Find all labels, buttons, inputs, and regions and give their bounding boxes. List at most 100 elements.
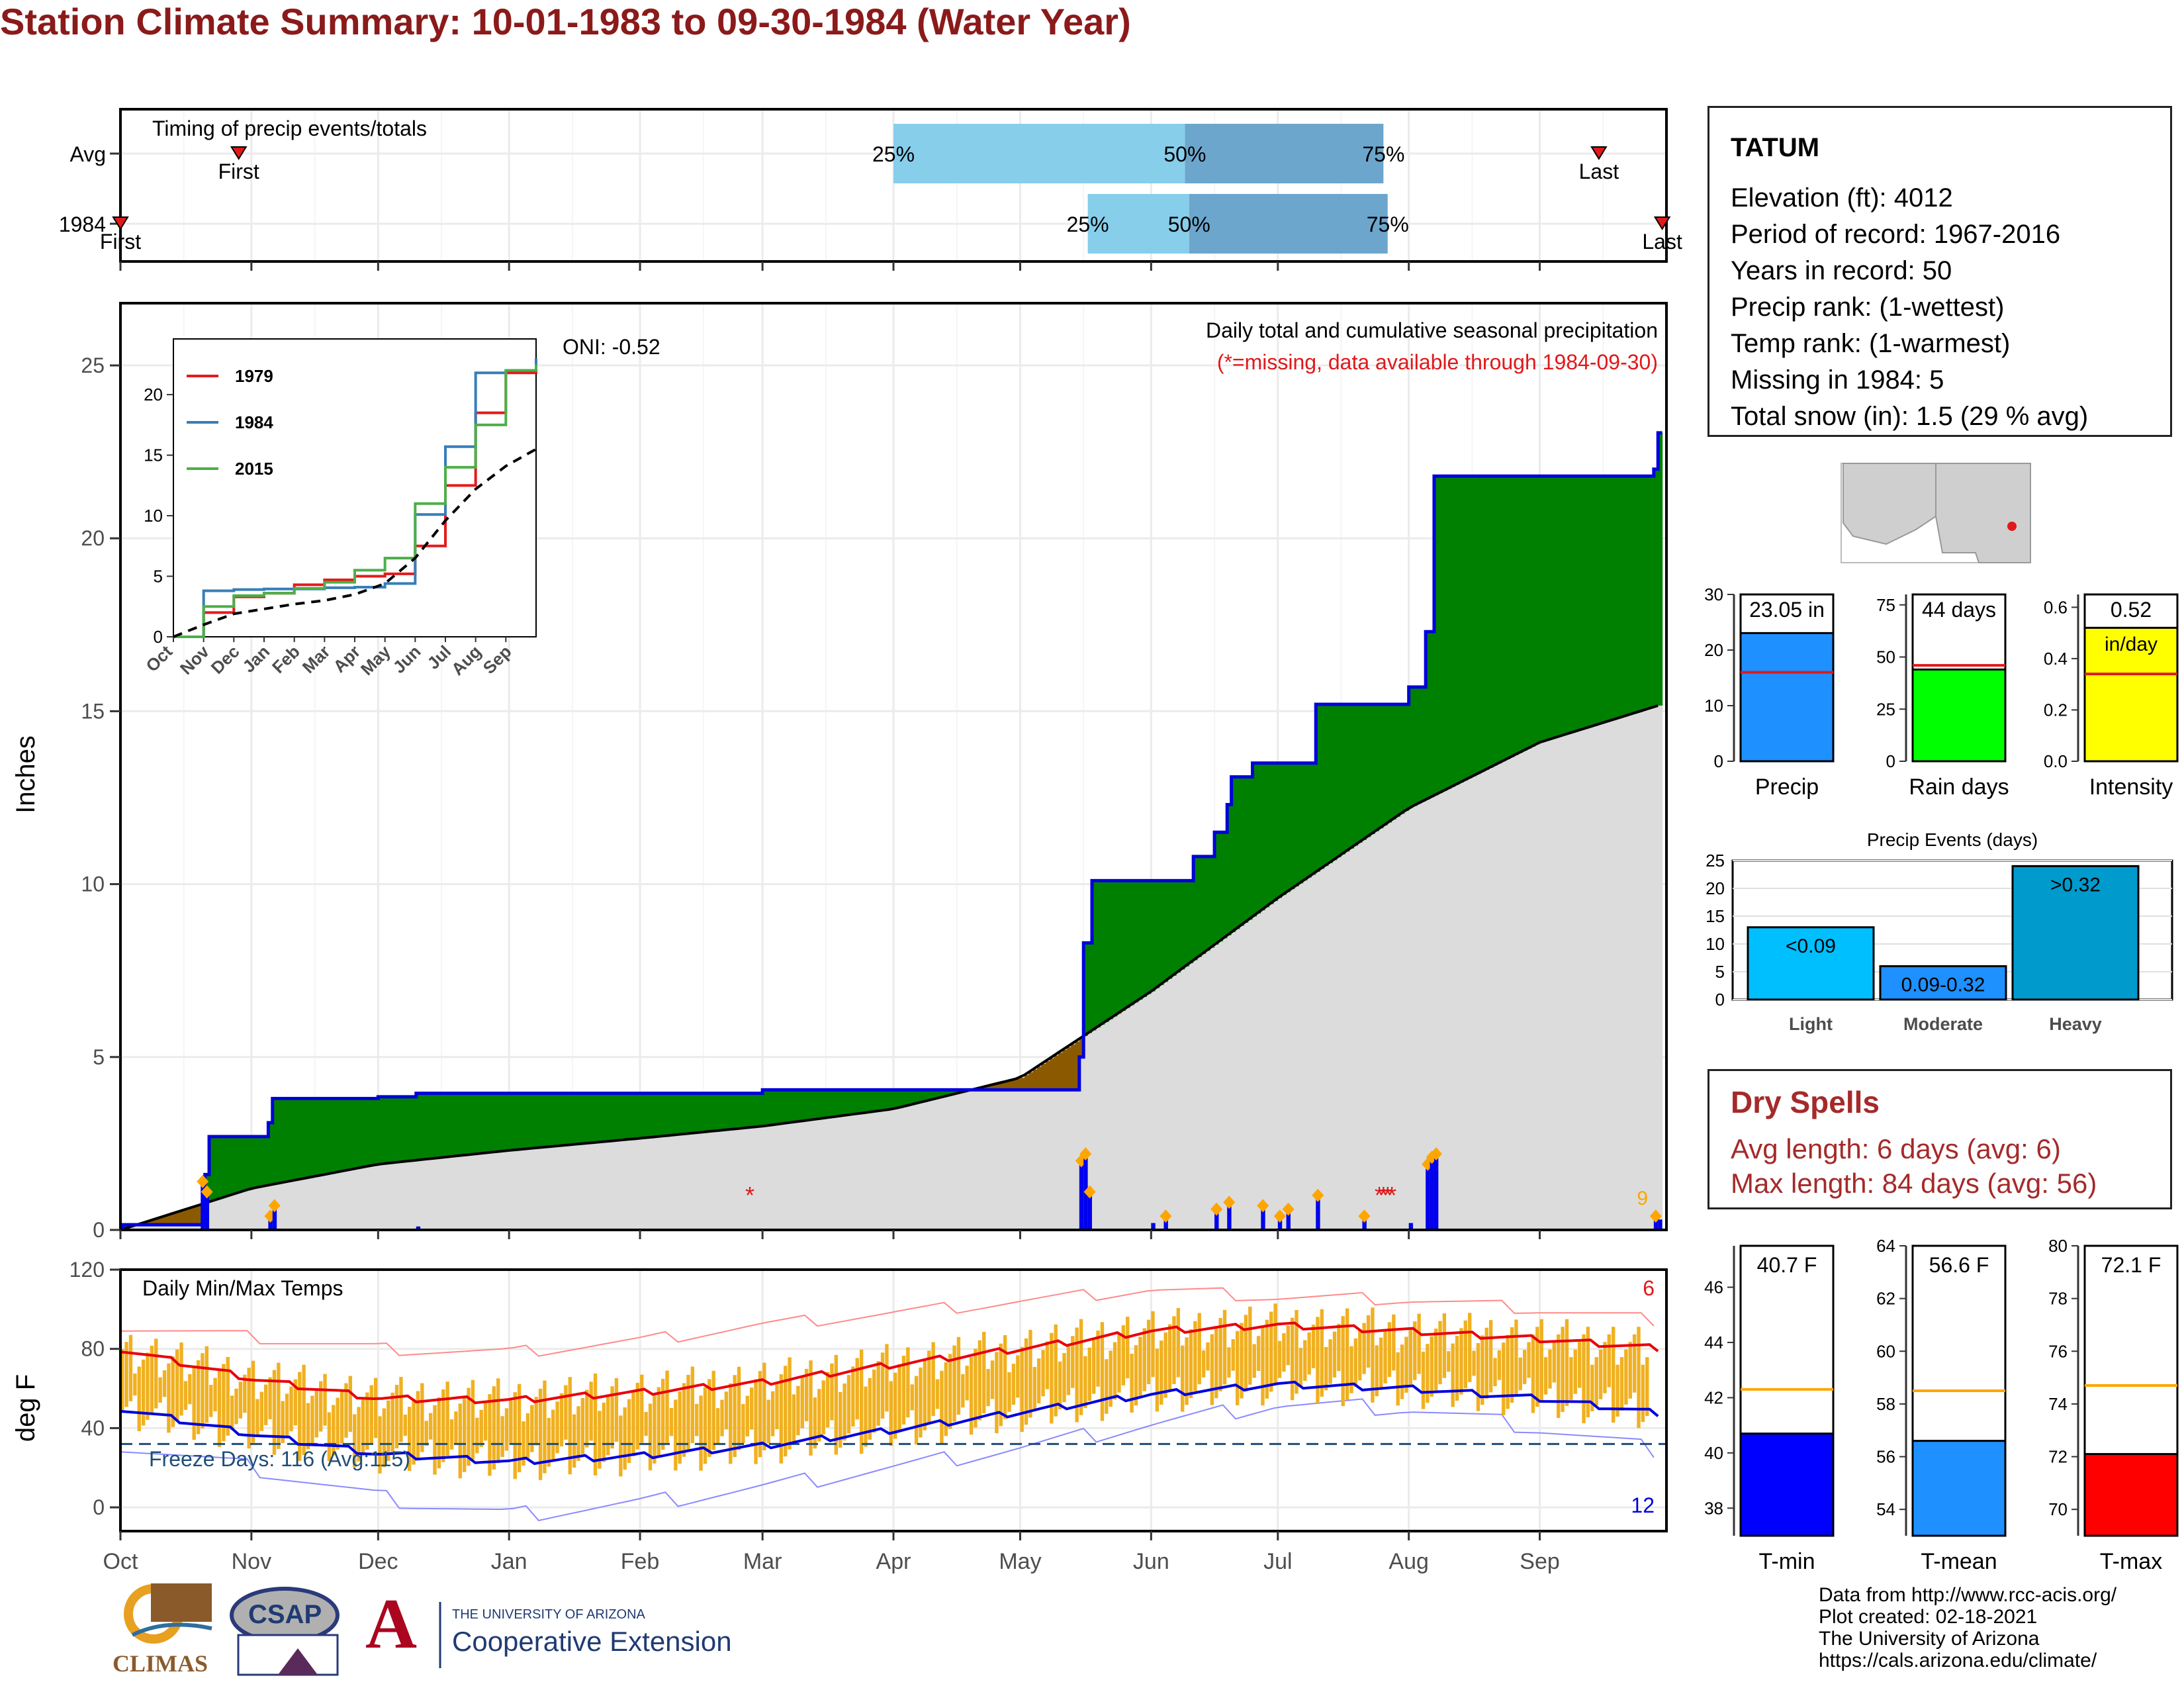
inset-ytick-label: 20	[144, 385, 163, 404]
daily-temp-bar	[1607, 1334, 1612, 1387]
above-average-fill	[682, 1093, 687, 1135]
above-average-fill	[927, 1090, 933, 1101]
average-cumulative-fill	[1607, 721, 1612, 1230]
daily-temp-bar	[525, 1413, 530, 1459]
daily-temp-bar	[247, 1368, 251, 1449]
average-cumulative-fill	[479, 1153, 484, 1230]
above-average-fill	[1594, 476, 1600, 726]
average-cumulative-fill	[1261, 910, 1266, 1230]
average-cumulative-fill	[492, 1152, 497, 1230]
temp-summary-tick-label: 58	[1876, 1394, 1895, 1414]
daily-temp-bar	[741, 1404, 745, 1444]
average-cumulative-fill	[1290, 889, 1295, 1230]
map-state-new-mexico	[1935, 463, 2031, 563]
above-average-fill	[648, 1093, 653, 1138]
daily-temp-bar	[543, 1380, 547, 1474]
month-label: Dec	[358, 1549, 398, 1574]
below-average-fill	[1037, 1066, 1042, 1090]
above-average-fill	[1603, 476, 1608, 723]
above-average-fill	[538, 1093, 543, 1148]
record-low-count: 12	[1631, 1493, 1655, 1517]
average-cumulative-fill	[749, 1127, 754, 1230]
daily-temp-bar	[403, 1415, 408, 1436]
above-average-fill	[285, 1098, 290, 1182]
daily-temp-bar	[640, 1374, 644, 1443]
daily-temp-bar	[1307, 1332, 1311, 1375]
average-cumulative-fill	[585, 1143, 590, 1230]
daily-temp-bar	[1408, 1329, 1413, 1387]
daily-temp-bar	[1463, 1320, 1468, 1389]
above-average-fill	[1167, 880, 1173, 979]
above-average-fill	[830, 1090, 835, 1117]
average-cumulative-fill	[1240, 925, 1245, 1230]
extreme-precip-marker-icon	[1358, 1209, 1371, 1223]
events-tick-label: 0	[1715, 990, 1725, 1009]
daily-temp-bar	[1594, 1357, 1598, 1405]
daily-temp-bar	[931, 1342, 935, 1417]
average-cumulative-fill	[758, 1126, 763, 1230]
average-cumulative-fill	[1472, 776, 1477, 1230]
average-cumulative-fill	[433, 1158, 438, 1230]
daily-temp-bar	[504, 1408, 509, 1451]
inset-ytick-label: 10	[144, 506, 163, 526]
average-cumulative-fill	[188, 1225, 193, 1230]
daily-temp-bar	[188, 1374, 192, 1405]
average-cumulative-fill	[817, 1119, 823, 1230]
above-average-fill	[268, 1123, 273, 1186]
inset-xtick-label: Nov	[176, 641, 213, 679]
below-average-fill	[1024, 1074, 1029, 1090]
average-cumulative-fill	[1375, 831, 1380, 1230]
summary-bar-name: Precip	[1755, 774, 1819, 800]
above-average-fill	[711, 1093, 717, 1131]
above-average-fill	[226, 1136, 231, 1197]
station-precip-rank: Precip rank: (1-wettest)	[1731, 293, 2005, 322]
average-cumulative-fill	[653, 1137, 658, 1230]
average-cumulative-fill	[1619, 717, 1625, 1230]
average-cumulative-fill	[864, 1113, 869, 1230]
daily-temp-bar	[669, 1407, 674, 1436]
average-cumulative-fill	[408, 1161, 412, 1230]
daily-temp-bar	[707, 1379, 711, 1457]
daily-temp-bar	[758, 1371, 762, 1458]
above-average-fill	[576, 1093, 582, 1145]
average-cumulative-fill	[648, 1137, 653, 1230]
above-average-fill	[931, 1090, 936, 1100]
average-cumulative-fill	[1050, 1090, 1055, 1230]
average-cumulative-fill	[796, 1121, 801, 1230]
daily-temp-bar	[1130, 1354, 1134, 1413]
temp-summary-tick-label: 38	[1704, 1498, 1723, 1518]
daily-temp-bar	[842, 1383, 846, 1441]
average-cumulative-fill	[1451, 786, 1456, 1230]
missing-day-marker-icon: *	[1379, 1182, 1388, 1209]
average-cumulative-fill	[1028, 1090, 1034, 1230]
timing-first-label: First	[100, 230, 141, 254]
above-average-fill	[390, 1096, 396, 1163]
daily-temp-bar	[551, 1409, 555, 1460]
daily-temp-bar	[935, 1379, 940, 1409]
average-cumulative-fill	[365, 1166, 371, 1230]
average-cumulative-fill	[568, 1145, 573, 1230]
above-average-fill	[222, 1136, 227, 1198]
station-years: Years in record: 50	[1731, 256, 1952, 285]
cumulative-1984-line	[120, 431, 1662, 1227]
daily-temp-bar	[1459, 1328, 1463, 1395]
below-average-fill	[1062, 1050, 1068, 1090]
precip-ytick-label: 0	[93, 1218, 105, 1242]
daily-temp-bar	[1240, 1323, 1244, 1399]
temp-summary-tick-label: 76	[2048, 1341, 2068, 1361]
daily-temp-bar	[919, 1367, 923, 1438]
temp-summary-tick-label: 56	[1876, 1447, 1895, 1467]
average-cumulative-fill	[247, 1190, 252, 1230]
daily-temp-bar	[745, 1395, 749, 1436]
above-average-fill	[293, 1098, 298, 1181]
below-average-fill	[175, 1212, 180, 1225]
daily-temp-bar	[1193, 1321, 1197, 1391]
daily-temp-bar	[1011, 1364, 1016, 1405]
average-cumulative-fill	[399, 1162, 404, 1230]
above-average-fill	[669, 1093, 674, 1136]
station-info-box: TATUM Elevation (ft): 4012 Period of rec…	[1707, 106, 2172, 437]
daily-temp-bar	[1628, 1342, 1632, 1399]
above-average-fill	[353, 1098, 358, 1170]
daily-temp-bar	[1493, 1358, 1497, 1387]
below-average-fill	[1016, 1078, 1021, 1090]
